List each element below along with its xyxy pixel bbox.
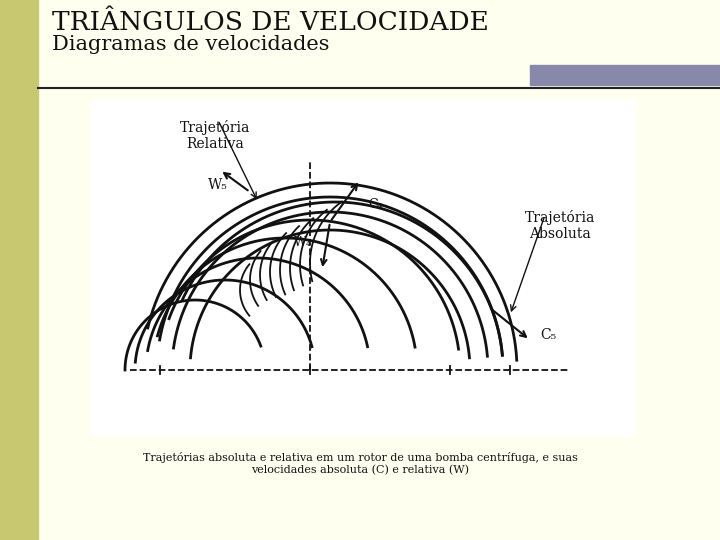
Bar — [0, 0, 38, 540]
Text: Diagramas de velocidades: Diagramas de velocidades — [52, 35, 330, 54]
Text: Trajetória
Relativa: Trajetória Relativa — [180, 120, 250, 151]
Text: W₅: W₅ — [208, 178, 228, 192]
Text: Trajetória
Absoluta: Trajetória Absoluta — [525, 210, 595, 241]
Bar — [90, 100, 635, 435]
Text: Trajetórias absoluta e relativa em um rotor de uma bomba centrífuga, e suas
velo: Trajetórias absoluta e relativa em um ro… — [143, 452, 577, 475]
Text: TRIÂNGULOS DE VELOCIDADE: TRIÂNGULOS DE VELOCIDADE — [52, 10, 489, 35]
Text: C₅: C₅ — [540, 328, 556, 342]
Text: C₄: C₄ — [368, 198, 382, 211]
Text: W₄: W₄ — [294, 235, 312, 248]
Bar — [530, 65, 720, 85]
